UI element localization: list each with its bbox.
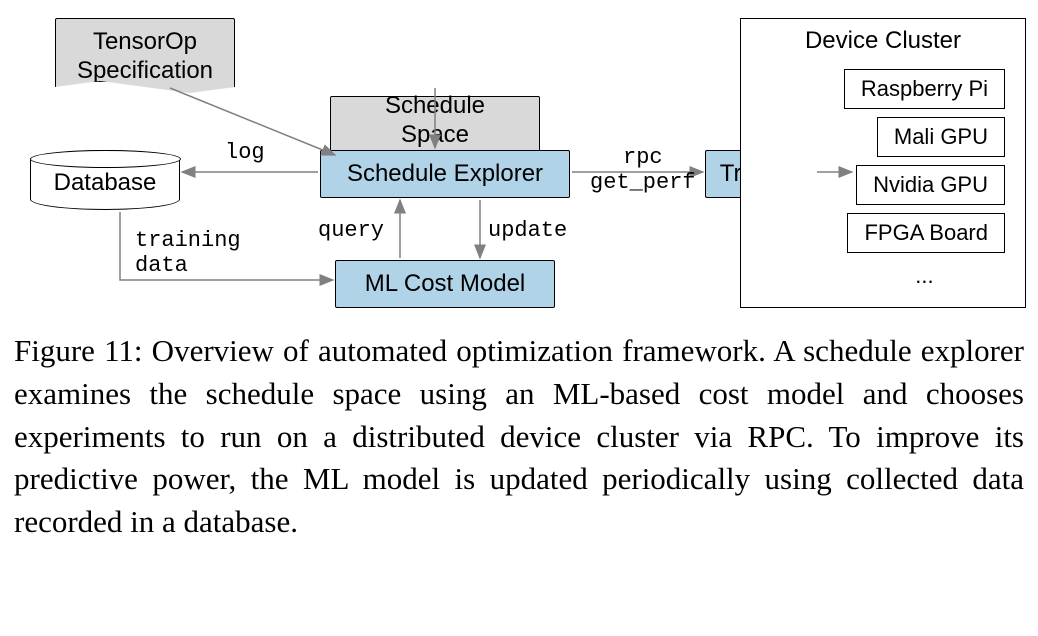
- node-database: Database: [30, 150, 180, 210]
- cluster-title: Device Cluster: [741, 19, 1025, 65]
- node-ml-cost-model: ML Cost Model: [335, 260, 555, 308]
- node-label: ML Cost Model: [365, 270, 526, 299]
- optimization-framework-diagram: TensorOp Specification Schedule Space Te…: [0, 0, 1038, 320]
- edge-label-rpc-getperf: rpc get_perf: [590, 145, 696, 195]
- cluster-items: Raspberry Pi Mali GPU Nvidia GPU FPGA Bo…: [844, 69, 1005, 289]
- node-tensorop-spec: TensorOp Specification: [55, 18, 235, 96]
- figure-caption: Figure 11: Overview of automated optimiz…: [14, 330, 1024, 544]
- node-label: Database: [54, 169, 157, 197]
- edge-label-query: query: [318, 218, 384, 243]
- node-schedule-explorer: Schedule Explorer: [320, 150, 570, 198]
- node-label: TensorOp Specification: [77, 28, 213, 86]
- edge-label-log: log: [225, 140, 265, 165]
- edge-label-update: update: [488, 218, 567, 243]
- node-device-cluster: Device Cluster Raspberry Pi Mali GPU Nvi…: [740, 18, 1026, 308]
- cluster-item-nvidia-gpu: Nvidia GPU: [856, 165, 1005, 205]
- cluster-item-raspberry-pi: Raspberry Pi: [844, 69, 1005, 109]
- cluster-ellipsis: ...: [844, 263, 1005, 289]
- cluster-item-mali-gpu: Mali GPU: [877, 117, 1005, 157]
- cluster-item-fpga-board: FPGA Board: [847, 213, 1005, 253]
- node-label: Schedule Explorer: [347, 160, 543, 189]
- edge-label-training-data: training data: [135, 228, 241, 278]
